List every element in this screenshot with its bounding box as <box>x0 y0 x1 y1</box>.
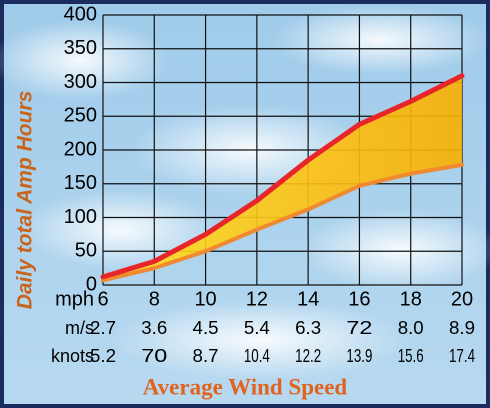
secondary-tick-label: 4.5 <box>193 318 219 338</box>
y-tick-label: 50 <box>75 240 97 262</box>
x-tick-label: 10 <box>194 288 216 310</box>
x-tick-label: 12 <box>246 288 268 310</box>
x-tick-label: 8 <box>149 288 160 310</box>
secondary-tick-label: 12.2 <box>295 346 321 366</box>
unit-label: m/s <box>65 318 94 338</box>
y-tick-label: 200 <box>64 138 97 160</box>
x-axis-label: Average Wind Speed <box>143 374 348 399</box>
line <box>100 73 465 280</box>
secondary-tick-label: 5.4 <box>244 318 270 338</box>
x-tick-label: 16 <box>348 288 370 310</box>
x-tick-label: 14 <box>297 288 319 310</box>
y-tick-label: 350 <box>64 37 97 59</box>
y-tick-label: 150 <box>64 172 97 194</box>
x-unit-label: mph <box>55 288 94 310</box>
secondary-tick-label: 3.6 <box>141 318 167 338</box>
x-tick-label: 6 <box>97 288 108 310</box>
secondary-tick-label: 13.9 <box>346 346 372 366</box>
x-tick-label: 20 <box>451 288 473 310</box>
secondary-tick-label: 15.6 <box>398 346 424 366</box>
line <box>101 162 464 283</box>
band-fill <box>103 75 462 281</box>
clouds <box>0 5 490 380</box>
secondary-tick-label: 10.4 <box>244 346 270 366</box>
secondary-tick-label: 6.3 <box>295 318 321 338</box>
y-tick-label: 0 <box>86 273 97 295</box>
secondary-tick-label: 8.0 <box>398 318 424 338</box>
secondary-tick-label: 17.4 <box>449 346 475 366</box>
secondary-tick-label: 8.9 <box>449 318 475 338</box>
y-tick-label: 300 <box>64 71 97 93</box>
y-tick-label: 250 <box>64 105 97 127</box>
secondary-tick-label: 8.7 <box>193 346 219 366</box>
secondary-tick-label: 5.2 <box>90 346 116 366</box>
secondary-tick-label: 2.7 <box>90 318 116 338</box>
secondary-tick-label: 70 <box>141 346 167 366</box>
secondary-tick-label: 72 <box>346 318 372 338</box>
y-tick-label: 100 <box>64 206 97 228</box>
y-axis-label: Daily total Amp Hours <box>14 91 37 310</box>
x-tick-label: 18 <box>400 288 422 310</box>
unit-label: knots <box>51 346 94 366</box>
y-tick-label: 400 <box>64 3 97 25</box>
